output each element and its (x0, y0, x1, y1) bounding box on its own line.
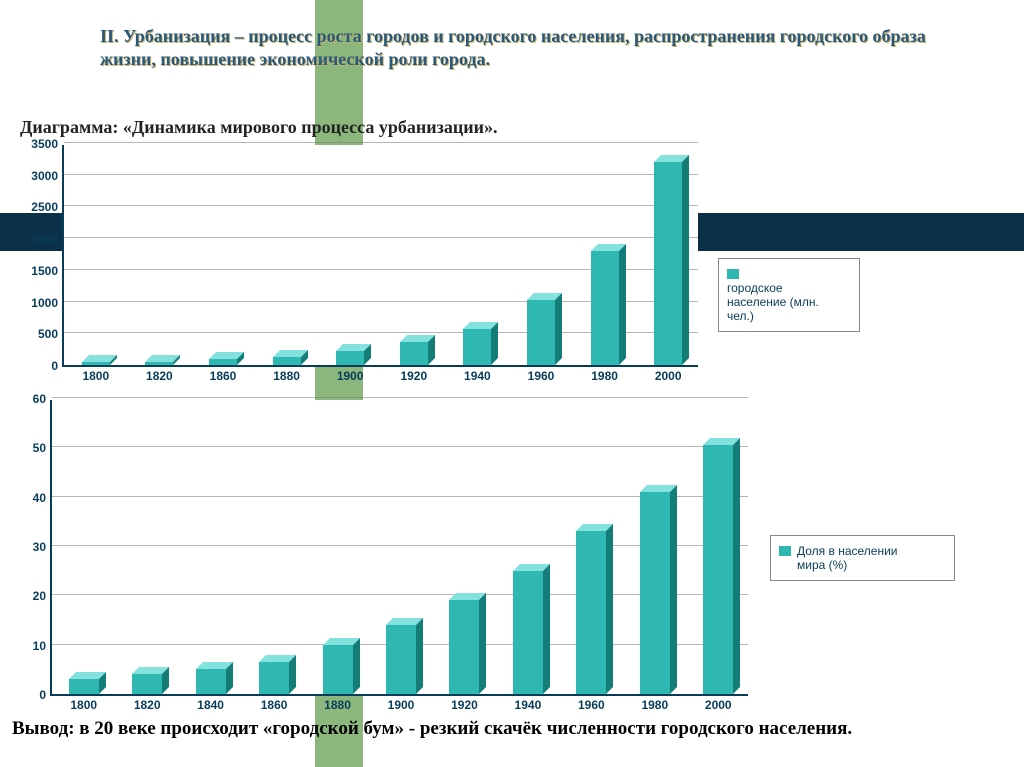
plot-area: 0102030405060180018201840186018801900192… (50, 400, 748, 696)
y-axis-label: 0 (39, 688, 52, 702)
x-axis-label: 1940 (515, 694, 542, 712)
bar (449, 600, 479, 694)
bar (640, 492, 670, 694)
bar (69, 679, 99, 694)
legend-label: Доля в населении мира (%) (797, 544, 907, 572)
bar (132, 674, 162, 694)
x-axis-label: 1980 (641, 694, 668, 712)
x-axis-label: 1900 (388, 694, 415, 712)
x-axis-label: 1860 (261, 694, 288, 712)
bar (703, 445, 733, 694)
y-axis-label: 20 (33, 589, 52, 603)
bar (513, 571, 543, 694)
legend: Доля в населении мира (%) (770, 535, 955, 581)
x-axis-label: 1840 (197, 694, 224, 712)
bar (259, 662, 289, 694)
x-axis-label: 1880 (324, 694, 351, 712)
gridline (52, 397, 748, 398)
y-axis-label: 10 (33, 639, 52, 653)
x-axis-label: 1920 (451, 694, 478, 712)
y-axis-label: 60 (33, 392, 52, 406)
x-axis-label: 1820 (134, 694, 161, 712)
bar (196, 669, 226, 694)
y-axis-label: 50 (33, 441, 52, 455)
x-axis-label: 1960 (578, 694, 605, 712)
bar (323, 645, 353, 694)
legend-swatch (779, 546, 791, 556)
y-axis-label: 30 (33, 540, 52, 554)
bar (386, 625, 416, 694)
chart-urban-share: 0 10 20 30 40 50 60 1800 1820 1840 1860 1880 1900 192… (0, 0, 1024, 767)
x-axis-label: 1800 (70, 694, 97, 712)
gridline (52, 446, 748, 447)
y-axis-label: 40 (33, 491, 52, 505)
x-axis-label: 2000 (705, 694, 732, 712)
bar (576, 531, 606, 694)
